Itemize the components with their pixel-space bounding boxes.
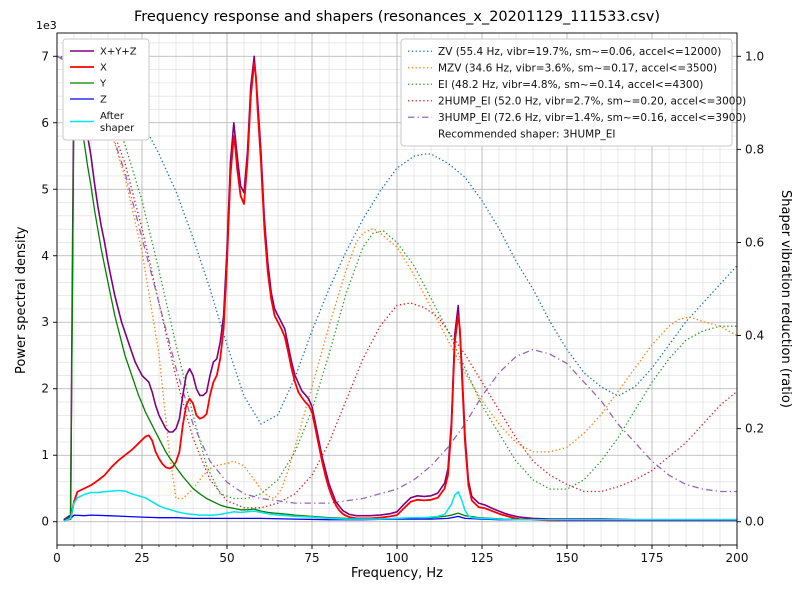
tick-label: 7 [41,49,49,63]
series-ei-line [57,55,737,500]
tick-label: 1.0 [745,49,764,63]
tick-label: 5 [41,182,49,196]
series-2hump-ei-line [57,55,737,509]
axis-ticks: 0 25 50 75 100 125 150 175 200 0 1 2 3 4 5 6 7 0.0 0.2 0.4 0… [41,49,764,565]
tick-label: X+Y+Z [100,47,137,58]
tick-label: ZV (55.4 Hz, vibr=19.7%, sm~=0.06, accel… [438,46,721,58]
right-y-axis-label: Shaper vibration reduction (ratio) [778,190,793,408]
tick-label: 0.2 [745,422,764,436]
tick-label: 3HUMP_EI (72.6 Hz, vibr=1.4%, sm~=0.16, … [438,112,746,124]
tick-label: 1 [41,448,49,462]
shaper-legend-frame [400,38,733,147]
series-after-shaper-line [63,489,737,522]
tick-label: 125 [471,551,494,565]
tick-label: 0 [53,551,61,565]
tick-label: EI (48.2 Hz, vibr=4.8%, sm~=0.14, accel<… [438,79,703,91]
tick-label: MZV (34.6 Hz, vibr=3.6%, sm~=0.17, accel… [438,62,717,74]
tick-label: Y [99,79,107,90]
tick-label: 25 [134,551,149,565]
tick-label: 2HUMP_EI (52.0 Hz, vibr=2.7%, sm~=0.20, … [438,95,746,107]
x-axis-label: Frequency, Hz [350,566,444,581]
tick-label: 0.6 [745,235,764,249]
series-x-line [63,62,737,522]
tick-label: 0.0 [745,515,764,529]
tick-label: 0.4 [745,329,764,343]
tick-label: X [100,63,107,74]
shaper-legend: ZV (55.4 Hz, vibr=19.7%, sm~=0.06, accel… [400,38,746,147]
y-axis-offset-label: 1e3 [36,19,57,32]
series-lines [57,55,737,522]
tick-label: 75 [304,551,319,565]
tick-label: 150 [556,551,579,565]
tick-label: 175 [641,551,664,565]
tick-label: shaper [100,123,135,134]
tick-label: 0.8 [745,142,764,156]
tick-label: After [100,111,125,122]
tick-label: Z [100,95,107,106]
tick-label: 3 [41,315,49,329]
series-zv-line [57,55,737,425]
tick-label: Recommended shaper: 3HUMP_EI [438,128,616,140]
series-y-line [63,92,737,522]
tick-label: 4 [41,249,49,263]
left-y-axis-label: Power spectral density [14,226,29,374]
chart-title: Frequency response and shapers (resonanc… [134,9,660,25]
psd-legend-frame [62,38,150,141]
tick-label: 2 [41,382,49,396]
tick-label: 100 [386,551,409,565]
tick-label: 0 [41,515,49,529]
tick-label: 6 [41,116,49,130]
tick-label: 50 [219,551,234,565]
tick-label: 200 [726,551,749,565]
